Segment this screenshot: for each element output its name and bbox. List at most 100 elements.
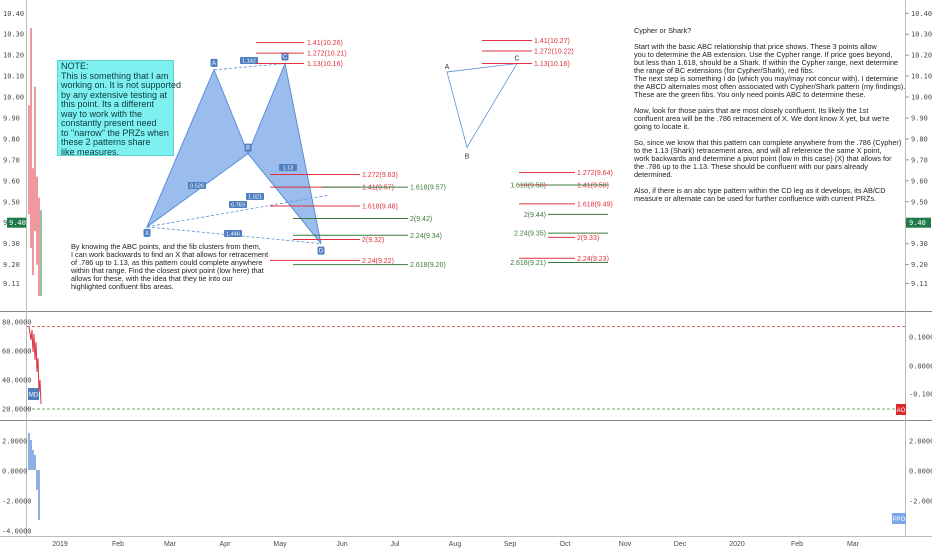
point-badge-a [210, 58, 218, 67]
ratio-line-ac [213, 63, 286, 71]
month-label: Apr [220, 541, 232, 548]
mid-right-tick: -0.1000 [909, 391, 932, 399]
price-tick-label-left: 9.20 [3, 261, 20, 269]
fib-red-right-label: 2.24(9.23) [577, 256, 609, 263]
note-line: to "narrow" the PRZs when [61, 127, 169, 138]
explanation-right: Cypher or Shark? Start with the basic AB… [634, 27, 905, 203]
month-label: Aug [449, 541, 462, 548]
ratio-label: 1.142 [242, 59, 256, 65]
right-point-b: B [465, 153, 470, 160]
mid-right-badge: AO [897, 408, 906, 414]
point-label-x: X [145, 231, 149, 237]
explanation-line: determined. [634, 170, 673, 179]
note-line: This is something that I am [61, 70, 169, 81]
explanation-line: Now, look for those pairs that are most … [634, 106, 869, 115]
fib-upper-left-label: 1.13(10.16) [307, 61, 343, 68]
month-label: Oct [560, 541, 571, 548]
ratio-label: 1.446 [226, 232, 240, 238]
fib-green-left-label: 1.618(9.57) [410, 185, 446, 192]
ratio-line-xb [146, 153, 249, 228]
ac-line [446, 63, 518, 73]
month-label: Jul [391, 541, 400, 548]
explanation-line: going to locate it. [634, 122, 690, 131]
explanation-line: the .786 up to the 1.13. These should be… [634, 162, 868, 171]
ratio-badge [246, 193, 264, 200]
point-label-c: C [283, 55, 288, 61]
mid-right-tick: 0.0000 [909, 363, 932, 371]
price-tag-left [7, 217, 26, 228]
explanation-left-line: highlighted confluent fibs areas. [71, 282, 174, 291]
price-tick-label: 9.60 [911, 177, 928, 185]
explanation-line: The next step is something I do (which y… [634, 74, 899, 83]
price-tick-label: 10.10 [911, 73, 932, 81]
explanation-left-line: I can work backwards to find an X that a… [71, 250, 269, 259]
price-tick-label: 9.50 [911, 198, 928, 206]
month-label: Mar [847, 541, 860, 548]
point-badge-b [244, 143, 252, 152]
price-tick-label: 10.30 [911, 31, 932, 39]
low-right-tick: 2.0000 [909, 438, 932, 446]
note-line: these 2 patterns share [61, 137, 151, 147]
price-tag-left-label: 9.40 [9, 219, 26, 227]
fib-upper-right-label: 1.13(10.16) [534, 61, 570, 68]
price-tick-label-left: 10.40 [3, 10, 24, 18]
fib-green-right-label: 2(9.44) [524, 212, 546, 219]
explanation-line: confluent area will be the .786 retracem… [634, 114, 890, 123]
price-tick-label-left: 10.20 [3, 52, 24, 60]
mid-left-tick: 40.0000 [2, 377, 32, 385]
point-label-b: B [246, 146, 250, 152]
price-tick-label: 9.20 [911, 261, 928, 269]
explanation-line: but less than 1.618, should be a Shark. … [634, 58, 899, 67]
explanation-line: the range of BC extensions (for Cypher/S… [634, 66, 815, 75]
price-tick-label-left: 9.70 [3, 156, 20, 164]
fib-upper-right-label: 1.41(10.27) [534, 38, 570, 45]
month-label: Mar [164, 541, 177, 548]
month-label: Jun [336, 541, 347, 548]
month-label: Feb [791, 541, 803, 548]
price-tick-label-left: 10.30 [3, 31, 24, 39]
price-tick-label-left: 10.00 [3, 94, 24, 102]
ratio-line-bd [247, 153, 322, 244]
explanation-line: Also, if there is an abc type pattern wi… [634, 186, 886, 195]
ratio-label: 1.021 [248, 195, 262, 201]
price-tick-label-left: 9.30 [3, 240, 20, 248]
note-box: NOTE: This is something that I am working … [57, 60, 181, 156]
explanation-line: So, since we know that this pattern can … [634, 138, 902, 147]
price-tick-label: 9.70 [911, 156, 928, 164]
ratio-badge [188, 182, 206, 189]
fib-red-left-label: 2.24(9.22) [362, 258, 394, 265]
explanation-left-line: allows for these, with the idea that the… [71, 274, 233, 283]
abc-leg [446, 63, 518, 149]
fib-red-right-label: 2(9.33) [577, 235, 599, 242]
right-point-a: A [445, 64, 450, 71]
month-label: 2019 [52, 541, 68, 548]
low-right-tick: 0.0000 [909, 468, 932, 476]
point-badge-d [317, 246, 325, 255]
ratio-badge [279, 164, 297, 171]
point-badge-x [143, 228, 151, 237]
fib-red-right-label: 1.618(9.49) [577, 201, 613, 208]
fib-upper-right-label: 1.272(10.22) [534, 48, 574, 55]
fib-red-right-label: 1.272(9.64) [577, 170, 613, 177]
price-tick-label-left: 9.60 [3, 177, 20, 185]
explanation-line: to the 1.13 (Shark) retracement area, an… [634, 146, 882, 155]
explanation-left-line: within that range. Find the closest pivo… [71, 266, 264, 275]
fib-red-right-label: 1.41(9.58) [577, 183, 609, 190]
ratio-badge [240, 57, 258, 64]
mid-left-tick: 60.0000 [2, 348, 32, 356]
low-left-tick: -2.0000 [2, 498, 32, 506]
month-label: Nov [619, 541, 632, 548]
explanation-p4: Also, if there is an abc type pattern wi… [634, 187, 896, 203]
mid-left-tick: 80.0000 [2, 319, 32, 327]
price-tick-label-left: 9.90 [3, 114, 20, 122]
low-right-badge-bg [892, 513, 906, 524]
explanation-line: These are the green fibs. You only need … [634, 90, 866, 99]
right-point-c: C [514, 56, 519, 63]
fib-green-left-label: 2.24(9.34) [410, 233, 442, 240]
price-tick-label-left: 10.10 [3, 73, 24, 81]
price-tick-label: 10.20 [911, 52, 932, 60]
month-label: May [273, 541, 287, 548]
ratio-badge [229, 201, 247, 208]
explanation-line: you to determine the AB extension. Use t… [634, 50, 893, 59]
low-left-tick: 2.0000 [2, 438, 27, 446]
